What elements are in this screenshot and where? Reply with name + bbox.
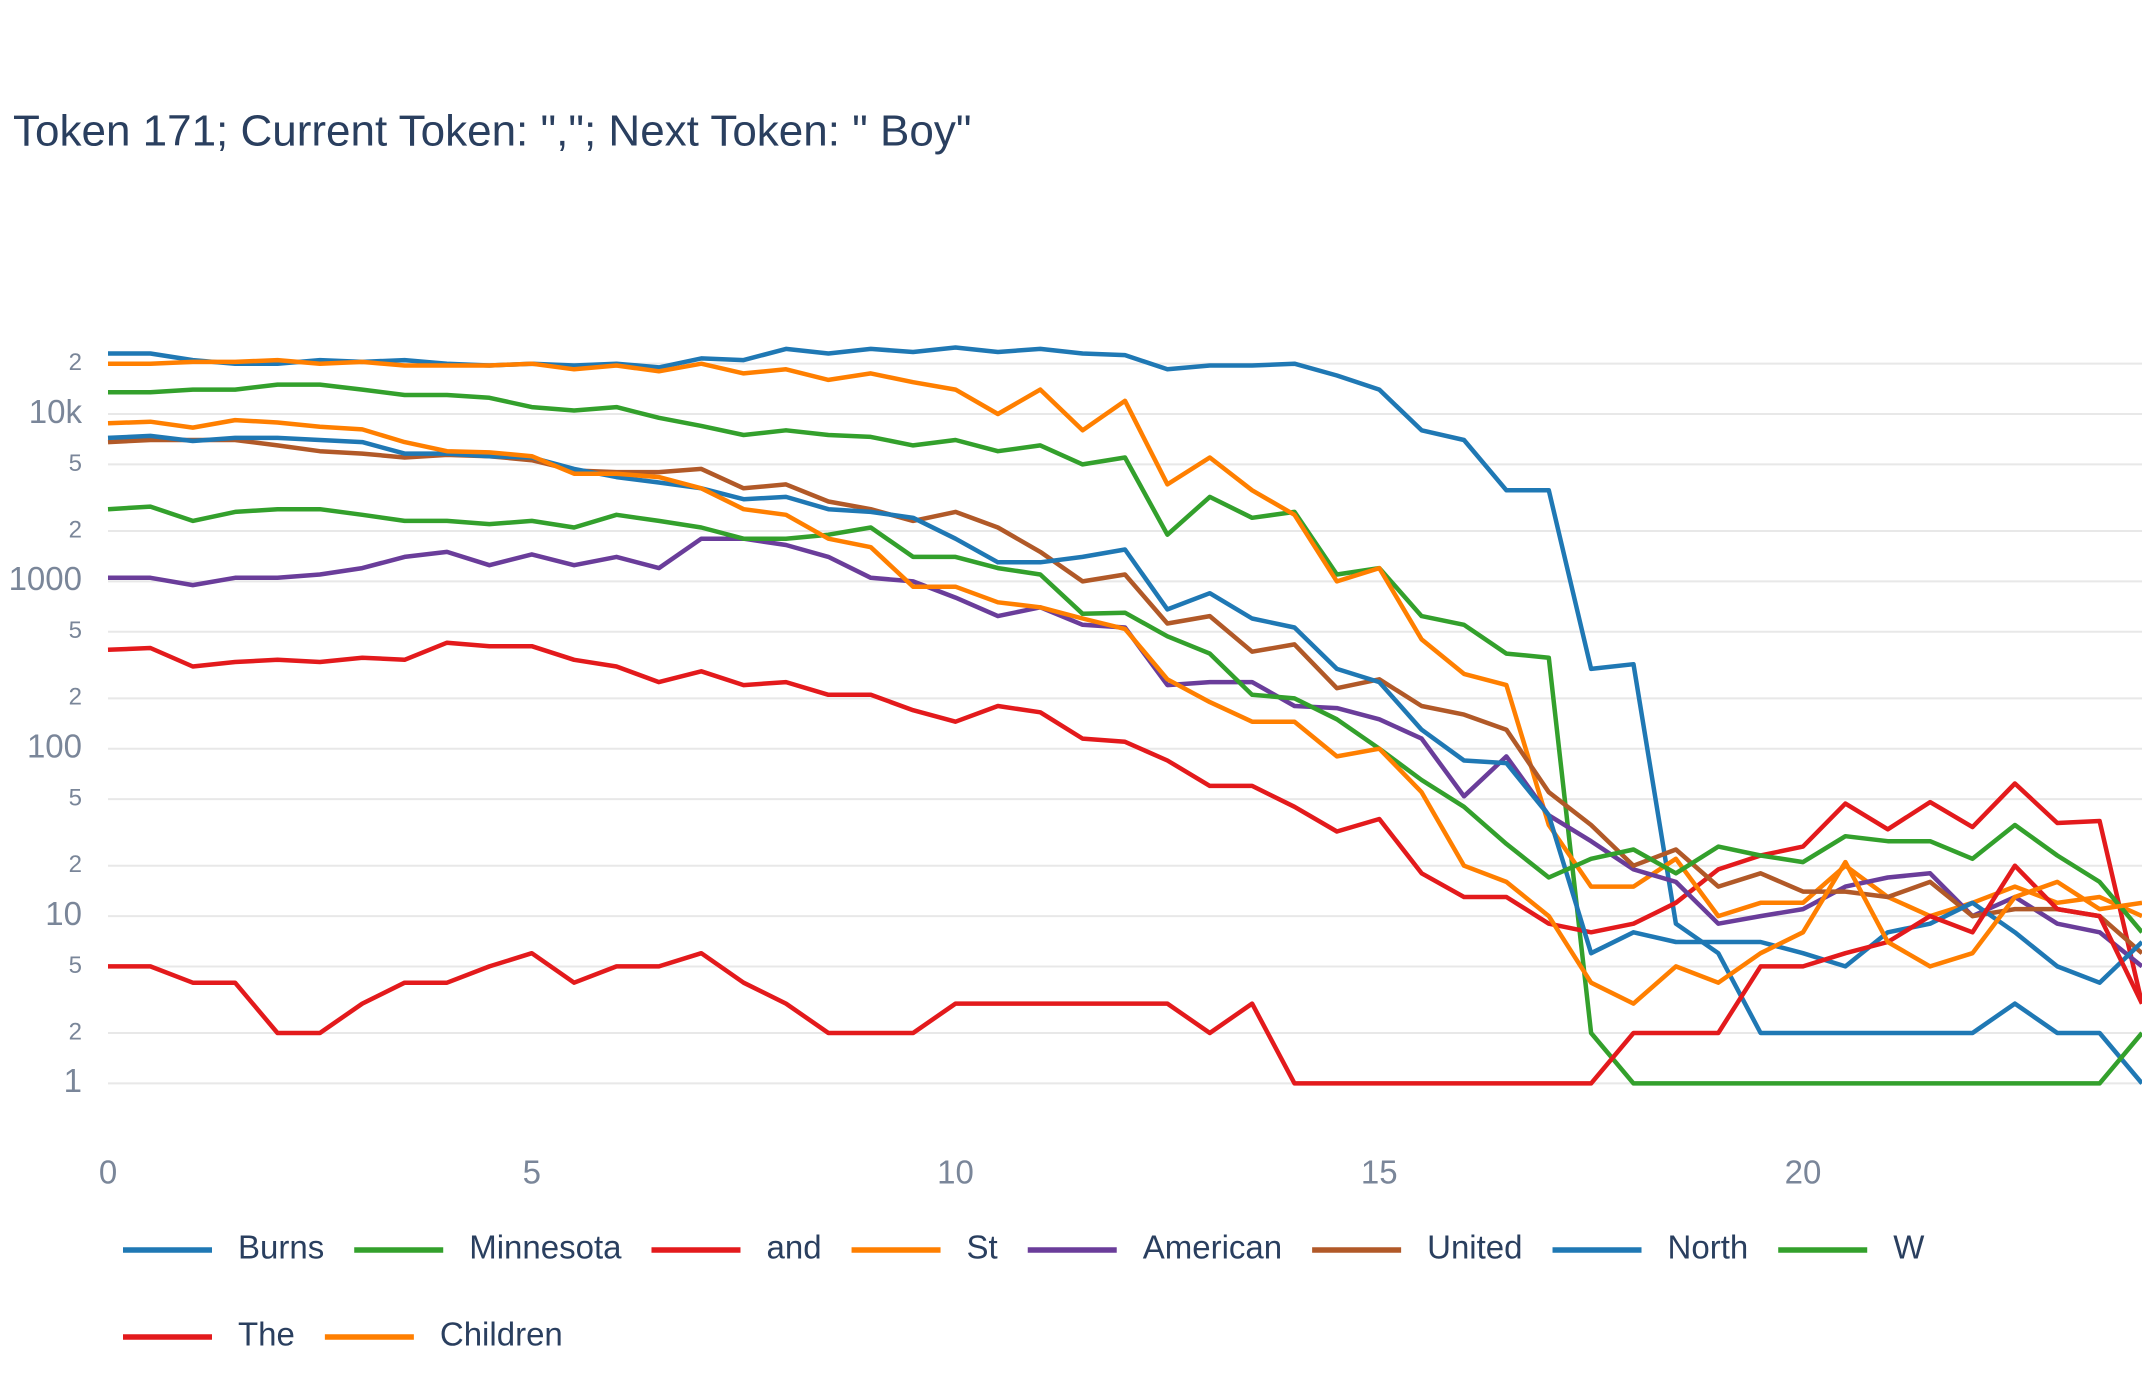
- legend-label[interactable]: W: [1893, 1229, 1925, 1266]
- series-line: [107, 640, 2142, 1005]
- x-tick-label: 15: [1361, 1154, 1398, 1191]
- legend-label[interactable]: and: [766, 1229, 821, 1266]
- y-tick-label: 1000: [9, 560, 82, 597]
- series-line: [108, 357, 2142, 919]
- series-line: [107, 433, 2142, 985]
- legend-label[interactable]: North: [1668, 1229, 1749, 1266]
- x-tick-label: 10: [937, 1154, 974, 1191]
- y-tick-label: 2: [69, 516, 82, 543]
- series-line: [108, 382, 2142, 1086]
- y-tick-label: 5: [69, 784, 82, 811]
- series-line: [107, 417, 2142, 1006]
- y-tick-label: 5: [69, 952, 82, 979]
- legend-label[interactable]: Burns: [238, 1229, 324, 1266]
- x-tick-label: 5: [523, 1154, 541, 1191]
- legend-label[interactable]: The: [238, 1316, 295, 1353]
- legend-label[interactable]: American: [1143, 1229, 1282, 1266]
- legend-label[interactable]: Children: [440, 1316, 563, 1353]
- y-tick-label: 5: [69, 617, 82, 644]
- y-tick-label: 5: [69, 450, 82, 477]
- y-tick-label: 2: [69, 1018, 82, 1045]
- legend-label[interactable]: Minnesota: [469, 1229, 622, 1266]
- x-tick-label: 20: [1785, 1154, 1822, 1191]
- series-line: [108, 863, 2142, 1086]
- legend-label[interactable]: United: [1427, 1229, 1522, 1266]
- y-tick-label: 1: [64, 1062, 82, 1099]
- chart-title: Token 171; Current Token: ","; Next Toke…: [13, 107, 971, 156]
- series-line: [108, 536, 2142, 969]
- y-tick-label: 2: [69, 684, 82, 711]
- x-tick-label: 0: [99, 1154, 117, 1191]
- series-line: [107, 504, 2142, 934]
- y-tick-label: 100: [27, 727, 82, 764]
- legend-label[interactable]: St: [967, 1229, 998, 1266]
- y-tick-label: 10: [45, 895, 82, 932]
- y-tick-label: 10k: [29, 393, 83, 430]
- y-tick-label: 2: [69, 851, 82, 878]
- y-tick-label: 2: [69, 349, 82, 376]
